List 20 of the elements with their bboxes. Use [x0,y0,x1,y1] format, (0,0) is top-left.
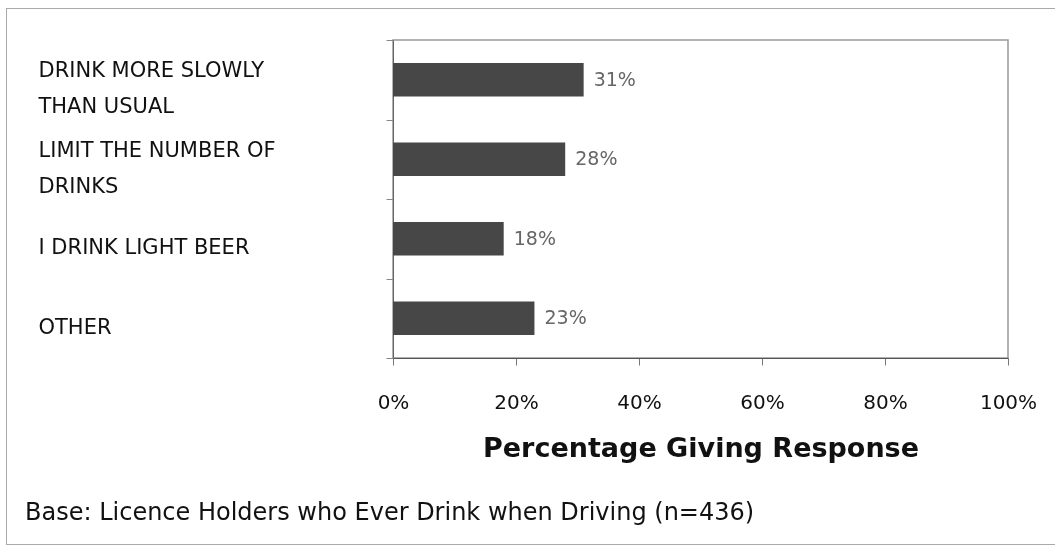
data-label: 31% [593,67,636,90]
bar [393,222,504,256]
bar [393,301,535,335]
x-axis-title: Percentage Giving Response [483,431,919,463]
y-tick-label: OTHER [38,314,112,339]
x-tick-label: 60% [740,389,785,414]
x-tick-label: 20% [494,389,539,414]
y-tick-label: LIMIT THE NUMBER OF DRINKS [38,137,276,198]
data-label: 28% [575,147,618,170]
x-tick-label: 0% [377,389,410,414]
x-tick-label: 40% [617,389,662,414]
x-tick-label: 80% [863,389,908,414]
text: Base: Licence Holders who Ever Drink when Driving (n=436) [25,498,755,526]
data-label: 23% [544,306,587,329]
bar [393,63,584,97]
y-tick-label: DRINK MORE SLOWLY THAN USUAL [37,58,265,119]
bar [393,142,566,176]
y-tick-label: I DRINK LIGHT BEER [38,235,250,260]
data-label: 18% [513,226,556,249]
x-tick-label: 100% [979,389,1038,414]
